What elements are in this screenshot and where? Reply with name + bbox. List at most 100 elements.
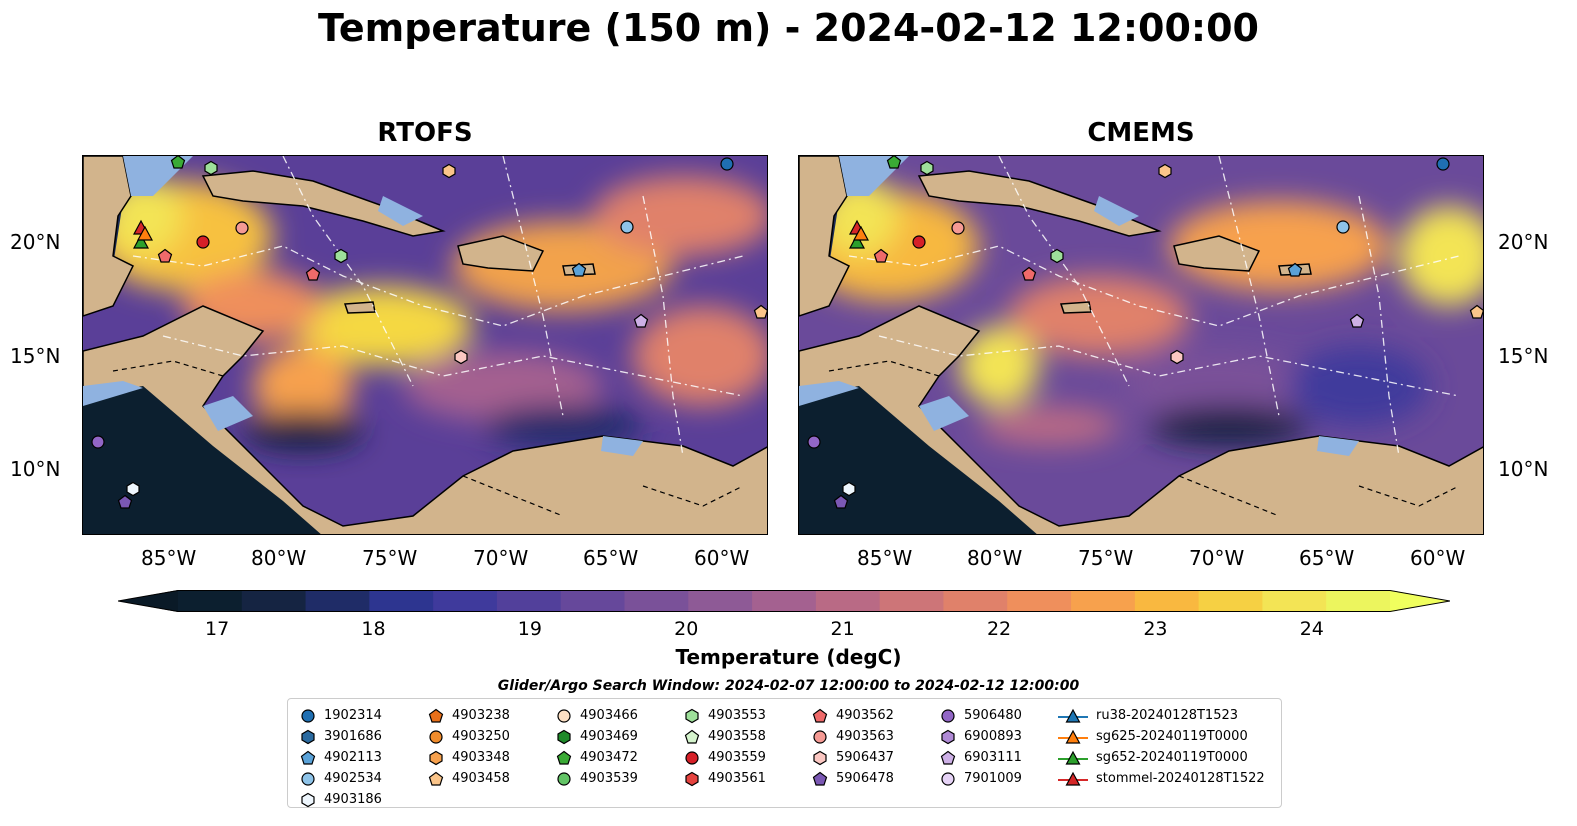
legend-column: 4903562 4903563 5906437 5906478	[812, 705, 894, 789]
legend-item: 4902534	[300, 768, 382, 789]
legend-item-label: 6903111	[964, 750, 1022, 765]
legend-item: 4903553	[684, 705, 766, 726]
platform-marker	[1436, 157, 1450, 171]
lon-label-right-85: 85°W	[857, 546, 913, 570]
lat-label-left-20: 20°N	[10, 230, 61, 254]
platform-marker	[848, 233, 866, 249]
colorbar-segment	[433, 590, 498, 612]
colorbar-segment	[1262, 590, 1327, 612]
legend-item-label: 4903558	[708, 729, 766, 744]
triangle-marker-icon	[1058, 708, 1088, 723]
triangle-marker-icon	[1058, 729, 1088, 744]
legend-item: 1902314	[300, 705, 382, 726]
platform-marker	[454, 349, 468, 365]
legend-item: 4903472	[556, 747, 638, 768]
legend-item-label: 4902534	[324, 771, 382, 786]
map-rtofs[interactable]	[82, 155, 768, 535]
platform-marker	[1287, 262, 1303, 277]
legend-item: sg652-20240119T0000	[1058, 747, 1265, 768]
triangle-marker-icon	[1058, 750, 1088, 765]
legend-item: 4903561	[684, 768, 766, 789]
pentagon-marker-icon	[428, 771, 444, 786]
lon-label-left-85: 85°W	[141, 546, 197, 570]
platform-marker	[442, 163, 456, 179]
map-cmems-canvas	[799, 156, 1483, 534]
platform-marker	[1336, 220, 1350, 234]
colorbar-tick-label: 20	[674, 618, 699, 640]
legend-item-label: 6900893	[964, 729, 1022, 744]
legend-item: 4903469	[556, 726, 638, 747]
legend-item-label: ru38-20240128T1523	[1096, 708, 1239, 723]
lon-label-right-65: 65°W	[1299, 546, 1355, 570]
legend-item-label: 4903466	[580, 708, 638, 723]
pentagon-marker-icon	[812, 771, 828, 786]
colorbar-segment	[688, 590, 753, 612]
hexagon-marker-icon	[301, 792, 315, 807]
legend-item: 4903250	[428, 726, 510, 747]
legend-item-label: 5906478	[836, 771, 894, 786]
platform-marker	[842, 481, 856, 497]
colorbar-segment	[1198, 590, 1263, 612]
legend-item-label: 7901009	[964, 771, 1022, 786]
legend-item-label: stommel-20240128T1522	[1096, 771, 1265, 786]
circle-marker-icon	[429, 729, 443, 744]
circle-marker-icon	[557, 708, 571, 723]
platform-marker	[633, 313, 649, 328]
circle-marker-icon	[301, 771, 315, 786]
legend-item: 5906480	[940, 705, 1022, 726]
colorbar-over-arrow	[1390, 590, 1450, 612]
platform-marker	[1050, 248, 1064, 264]
legend-item: sg625-20240119T0000	[1058, 726, 1265, 747]
circle-marker-icon	[685, 750, 699, 765]
legend-item: 5906437	[812, 747, 894, 768]
map-cmems[interactable]	[798, 155, 1484, 535]
platform-marker	[807, 435, 821, 449]
circle-marker-icon	[813, 729, 827, 744]
colorbar-tick-label: 19	[517, 618, 542, 640]
panel-title-rtofs: RTOFS	[377, 118, 473, 148]
legend-item-label: 4903563	[836, 729, 894, 744]
legend-item: 4903186	[300, 789, 382, 810]
legend-item: 4902113	[300, 747, 382, 768]
circle-marker-icon	[301, 708, 315, 723]
platform-marker	[136, 225, 154, 241]
legend-item: ru38-20240128T1523	[1058, 705, 1265, 726]
colorbar-segment	[879, 590, 944, 612]
lat-label-left-10: 10°N	[10, 457, 61, 481]
legend-item: stommel-20240128T1522	[1058, 768, 1265, 789]
platform-marker	[753, 304, 767, 319]
pentagon-marker-icon	[684, 729, 700, 744]
lon-label-left-70: 70°W	[473, 546, 529, 570]
platform-marker	[204, 160, 218, 176]
colorbar-segment	[624, 590, 689, 612]
legend-item-label: 4903553	[708, 708, 766, 723]
legend-column: 5906480 6900893 6903111 7901009	[940, 705, 1022, 789]
hexagon-marker-icon	[429, 750, 443, 765]
legend-item-label: 4903472	[580, 750, 638, 765]
platform-marker	[912, 235, 926, 249]
colorbar-under-arrow	[118, 590, 178, 612]
legend-item-label: 4903186	[324, 792, 382, 807]
platform-marker	[235, 221, 249, 235]
colorbar-segment	[1007, 590, 1072, 612]
platform-marker	[833, 494, 849, 509]
lon-label-left-65: 65°W	[583, 546, 639, 570]
panel-title-cmems: CMEMS	[1087, 118, 1195, 148]
lat-label-right-10: 10°N	[1498, 457, 1549, 481]
legend-column: 4903466 4903469 4903472 4903539	[556, 705, 638, 789]
legend-item: 5906478	[812, 768, 894, 789]
legend-item: 4903563	[812, 726, 894, 747]
legend-column: ru38-20240128T1523 sg625-20240119T0000 sg6…	[1058, 705, 1265, 789]
legend-item-label: 4903561	[708, 771, 766, 786]
search-window-text: Glider/Argo Search Window: 2024-02-07 12…	[497, 678, 1080, 694]
legend-item-label: 4903469	[580, 729, 638, 744]
lon-label-left-80: 80°W	[251, 546, 307, 570]
platform-marker	[620, 220, 634, 234]
legend-item-label: 3901686	[324, 729, 382, 744]
hexagon-marker-icon	[685, 708, 699, 723]
hexagon-marker-icon	[557, 729, 571, 744]
pentagon-marker-icon	[556, 750, 572, 765]
platform-marker	[920, 160, 934, 176]
platform-marker	[951, 221, 965, 235]
hexagon-marker-icon	[301, 729, 315, 744]
